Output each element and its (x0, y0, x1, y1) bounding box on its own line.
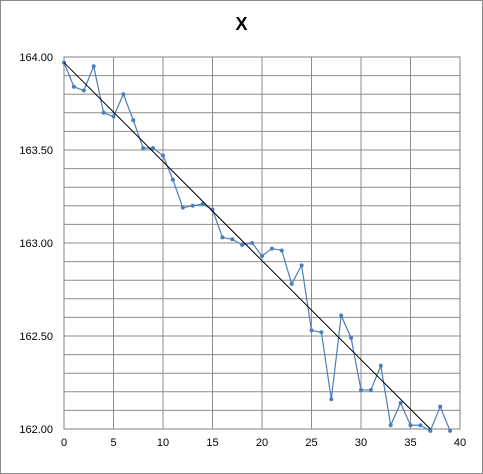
data-point (200, 201, 205, 206)
data-point (170, 177, 175, 182)
data-point (161, 153, 165, 158)
x-tick-label: 5 (110, 437, 116, 449)
data-point (220, 235, 225, 240)
data-point (388, 423, 393, 428)
y-tick-label: 162.50 (19, 331, 53, 343)
x-tick-label: 30 (355, 437, 367, 449)
data-point (408, 423, 413, 428)
series-line (63, 62, 451, 432)
data-point (319, 330, 324, 335)
data-point (269, 246, 274, 251)
data-point (131, 118, 136, 123)
chart-title: X (235, 14, 248, 34)
data-point (71, 84, 76, 89)
data-point (398, 400, 403, 405)
data-series (62, 60, 453, 433)
y-tick-label: 163.50 (19, 145, 53, 157)
data-point (368, 387, 373, 392)
data-point (260, 254, 264, 259)
data-point (349, 335, 354, 340)
data-point (190, 203, 195, 208)
data-point (418, 423, 423, 428)
data-point (359, 387, 363, 392)
data-point (81, 88, 86, 93)
y-tick-label: 162.00 (19, 424, 53, 436)
data-point (289, 281, 294, 286)
data-point (448, 428, 453, 433)
x-tick-label: 15 (206, 437, 218, 449)
data-point (378, 363, 383, 368)
data-point (438, 404, 443, 409)
data-point (180, 205, 185, 210)
axes (63, 56, 461, 430)
data-point (151, 146, 156, 151)
data-point (240, 242, 245, 247)
trendline (63, 62, 431, 430)
data-point (111, 114, 116, 119)
tick-labels: 0 5 10 15 20 25 30 35 40 162.00 162.50 163.00 163.50… (19, 52, 466, 449)
x-tick-label: 10 (157, 437, 169, 449)
data-point (309, 328, 314, 333)
data-point (299, 263, 304, 268)
grid-lines (63, 56, 461, 430)
data-point (329, 397, 334, 402)
y-tick-label: 163.00 (19, 238, 53, 250)
x-tick-label: 0 (61, 437, 67, 449)
data-point (428, 428, 433, 433)
x-tick-label: 25 (305, 437, 317, 449)
plot-border (63, 56, 461, 430)
data-point (250, 241, 255, 245)
data-point (141, 146, 146, 151)
data-point (339, 313, 344, 318)
x-tick-label: 40 (454, 437, 466, 449)
data-point (230, 237, 235, 242)
data-point (121, 92, 126, 97)
x-tick-label: 20 (256, 437, 268, 449)
data-point (101, 110, 106, 115)
data-point (91, 64, 96, 69)
x-tick-label: 35 (404, 437, 416, 449)
data-point (279, 248, 284, 253)
y-tick-label: 164.00 (19, 52, 53, 64)
